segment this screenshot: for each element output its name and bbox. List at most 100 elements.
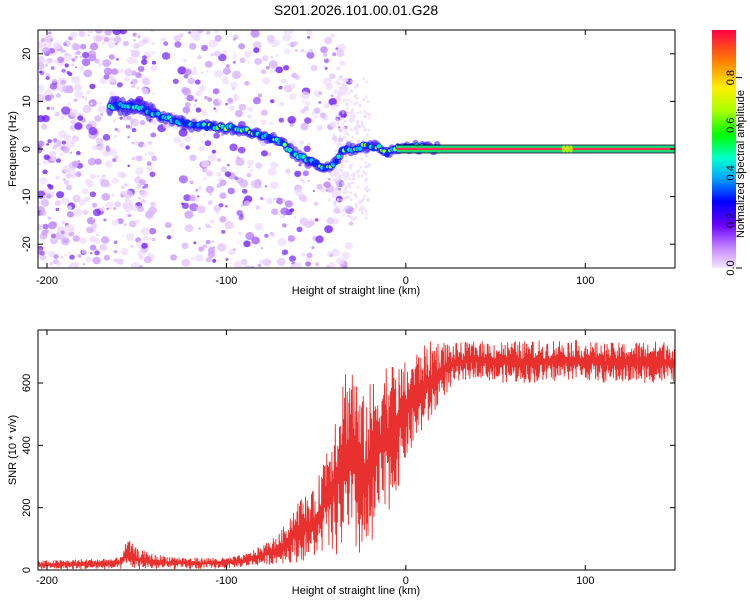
noise-speck <box>244 81 250 86</box>
noise-speck <box>311 120 314 123</box>
noise-speck <box>42 47 50 55</box>
noise-speck <box>40 199 50 207</box>
noise-speck <box>87 157 97 166</box>
noise-speck <box>358 103 362 107</box>
noise-speck <box>278 85 283 90</box>
noise-speck <box>57 56 65 64</box>
noise-speck <box>342 189 346 193</box>
noise-speck <box>355 120 359 124</box>
noise-speck <box>335 80 339 84</box>
noise-speck <box>324 36 333 45</box>
noise-speck <box>119 68 124 74</box>
noise-speck <box>117 171 125 178</box>
x-tick-label: 100 <box>576 275 594 287</box>
noise-speck <box>130 244 134 248</box>
noise-speck <box>269 181 279 190</box>
noise-speck <box>39 250 45 256</box>
noise-speck <box>112 30 122 36</box>
noise-speck <box>356 138 360 142</box>
noise-speck <box>45 76 50 80</box>
noise-speck <box>338 174 342 178</box>
noise-speck <box>322 52 328 58</box>
noise-speck <box>95 35 103 42</box>
noise-speck <box>345 106 349 110</box>
noise-speck <box>268 60 278 69</box>
noise-speck <box>40 38 46 43</box>
noise-speck <box>333 203 337 207</box>
noise-speck <box>341 111 345 115</box>
noise-speck <box>246 159 254 166</box>
noise-speck <box>343 120 347 123</box>
noise-speck <box>193 66 197 71</box>
noise-speck <box>366 100 370 104</box>
noise-speck <box>136 86 139 90</box>
x-tick-label: -200 <box>36 575 58 587</box>
noise-speck <box>53 254 59 259</box>
noise-speck <box>344 187 347 191</box>
noise-speck <box>83 196 91 203</box>
noise-speck <box>94 158 102 165</box>
noise-speck <box>340 198 344 202</box>
noise-speck <box>350 140 354 143</box>
noise-speck <box>119 116 123 120</box>
noise-speck <box>107 41 116 48</box>
noise-speck <box>354 125 358 129</box>
noise-speck <box>166 235 172 240</box>
snr-panel: -200 -100 0 100 0 200 400 600 Height of straigh… <box>7 329 676 597</box>
noise-speck <box>207 251 215 258</box>
noise-speck <box>137 40 145 47</box>
ridge-core <box>333 158 339 166</box>
noise-speck <box>209 193 213 196</box>
y-tick-label: 600 <box>21 374 33 392</box>
noise-speck <box>359 111 363 114</box>
noise-speck <box>75 66 78 69</box>
noise-speck <box>359 165 363 169</box>
noise-speck <box>103 74 110 80</box>
noise-speck <box>330 94 334 98</box>
spectrogram-y-axis-label: Frequency (Hz) <box>7 111 19 187</box>
noise-speck <box>335 208 340 213</box>
noise-speck <box>189 42 197 50</box>
noise-speck <box>102 59 111 67</box>
snr-x-axis-label: Height of straight line (km) <box>292 585 420 597</box>
noise-speck <box>113 258 118 263</box>
noise-speck <box>341 116 345 120</box>
noise-speck <box>336 119 340 123</box>
noise-speck <box>194 99 198 102</box>
noise-speck <box>81 58 91 67</box>
noise-speck <box>280 214 286 219</box>
colorbar-label: Normalized spectral amplitude <box>735 90 747 238</box>
noise-speck <box>174 41 182 48</box>
noise-speck <box>213 132 220 139</box>
noise-speck <box>355 205 358 209</box>
noise-speck <box>57 77 67 87</box>
noise-speck <box>345 139 349 143</box>
noise-speck <box>341 86 345 90</box>
noise-speck <box>142 77 151 86</box>
noise-speck <box>253 47 260 54</box>
noise-speck <box>362 170 366 174</box>
noise-speck <box>358 199 362 203</box>
noise-speck <box>54 111 60 117</box>
noise-speck <box>359 205 363 209</box>
noise-speck <box>50 233 57 239</box>
noise-speck <box>103 36 110 43</box>
noise-speck <box>111 194 115 197</box>
noise-speck <box>142 143 147 148</box>
noise-speck <box>324 67 328 70</box>
noise-speck <box>358 124 362 128</box>
noise-speck <box>354 94 358 97</box>
noise-speck <box>350 210 354 214</box>
noise-speck <box>214 34 222 42</box>
noise-speck <box>38 84 45 93</box>
noise-speck <box>339 142 342 146</box>
noise-speck <box>114 155 119 160</box>
x-tick-label: -100 <box>215 575 237 587</box>
noise-speck <box>241 188 248 194</box>
noise-speck <box>333 201 337 205</box>
noise-speck <box>194 79 201 85</box>
noise-speck <box>191 69 198 76</box>
noise-speck <box>99 206 106 212</box>
noise-speck <box>289 93 297 100</box>
